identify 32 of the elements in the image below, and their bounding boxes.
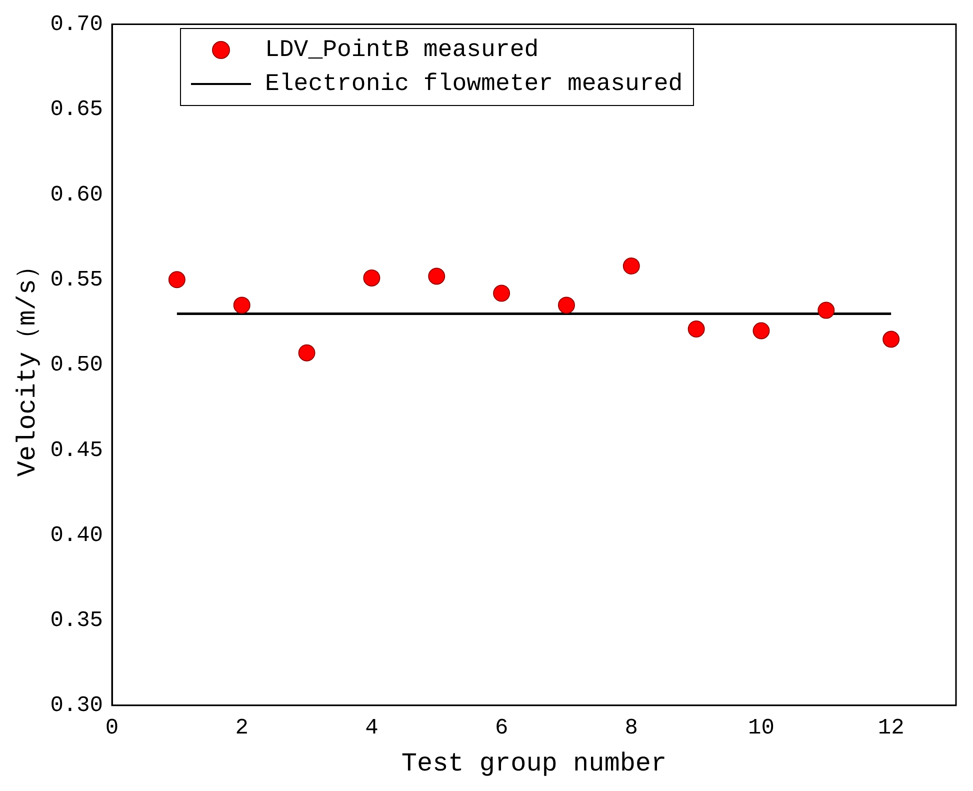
legend-label: LDV_PointB measured: [265, 36, 539, 64]
x-tick-label: 6: [494, 715, 508, 740]
y-tick-label: 0.55: [50, 267, 104, 292]
legend-label: Electronic flowmeter measured: [265, 70, 683, 98]
y-tick-label: 0.45: [50, 438, 104, 463]
point: [558, 296, 575, 314]
point: [622, 258, 640, 275]
y-tick-label: 0.35: [50, 608, 104, 634]
y-tick-label: 0.70: [50, 12, 104, 38]
point: [363, 269, 380, 286]
x-tick-label: 0: [105, 715, 119, 740]
x-tick-label: 8: [624, 715, 638, 740]
y-tick-label: 0.30: [50, 693, 104, 718]
point: [298, 344, 316, 362]
y-tick-label: 0.65: [50, 97, 104, 122]
point: [168, 271, 186, 288]
point: [882, 330, 900, 348]
point: [233, 296, 250, 314]
y-tick-label: 0.40: [50, 522, 104, 548]
point: [428, 268, 446, 285]
point: [818, 302, 835, 319]
y-tick-label: 0.50: [50, 352, 104, 378]
point: [752, 322, 770, 340]
x-axis-title: Test group number: [401, 748, 667, 778]
y-tick-label: 0.60: [50, 182, 104, 208]
x-tick-label: 12: [878, 715, 904, 740]
x-tick-label: 10: [748, 715, 774, 740]
point: [493, 284, 510, 302]
y-axis-title: Velocity（m/s）: [12, 252, 42, 477]
x-tick-label: 2: [235, 715, 248, 740]
x-tick-label: 4: [365, 715, 378, 740]
point: [688, 320, 705, 338]
